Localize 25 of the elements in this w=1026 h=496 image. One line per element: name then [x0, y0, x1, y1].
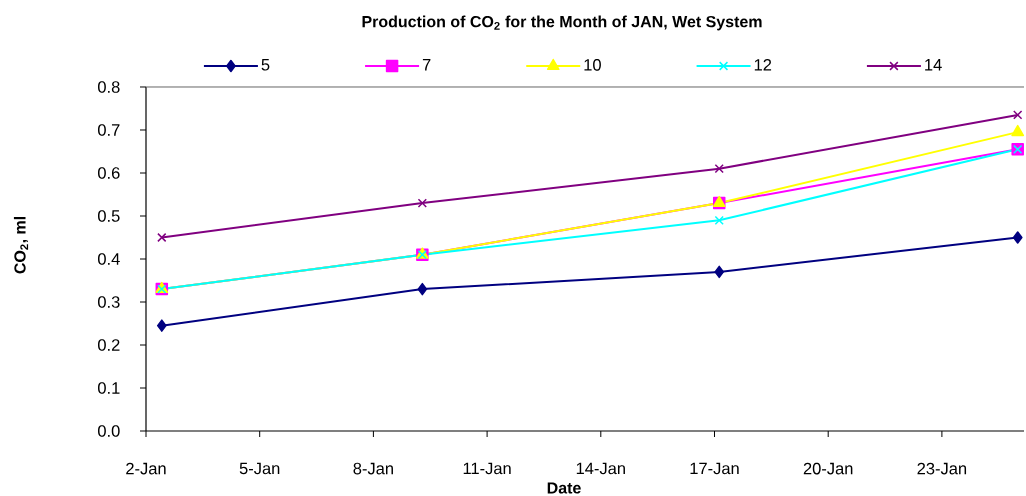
- x-tick-label: 23-Jan: [917, 462, 967, 475]
- x-tick-label: 11-Jan: [463, 462, 511, 475]
- y-tick-label: 0.4: [98, 253, 120, 265]
- y-tick-label: 0.5: [98, 210, 120, 222]
- x-axis-title: Date: [547, 482, 581, 494]
- legend-label: 14: [925, 59, 942, 71]
- x-tick-label: 14-Jan: [576, 462, 625, 475]
- y-tick-label: 0.8: [98, 81, 120, 93]
- y-tick-label: 0.2: [98, 339, 120, 351]
- y-tick-label: 0.6: [98, 167, 120, 179]
- x-tick-label: 2-Jan: [126, 462, 166, 475]
- y-axis-title: CO$_{2}$, ml: [13, 217, 29, 274]
- chart-title: Production of CO$_{2}$ for the Month of JAN, Wet System: [362, 15, 762, 31]
- x-tick-label: 17-Jan: [690, 462, 739, 475]
- legend-label: 12: [754, 59, 772, 71]
- x-tick-label: 5-Jan: [239, 462, 280, 475]
- x-tick-label: 20-Jan: [803, 462, 853, 475]
- legend-label: 5: [261, 59, 270, 71]
- legend-label: 10: [584, 59, 601, 71]
- y-tick-label: 0.0: [98, 425, 120, 437]
- y-tick-label: 0.7: [98, 124, 120, 136]
- y-tick-label: 0.1: [98, 382, 120, 394]
- legend-label: 7: [422, 59, 431, 71]
- y-tick-label: 0.3: [98, 296, 120, 308]
- x-tick-label: 8-Jan: [353, 462, 393, 475]
